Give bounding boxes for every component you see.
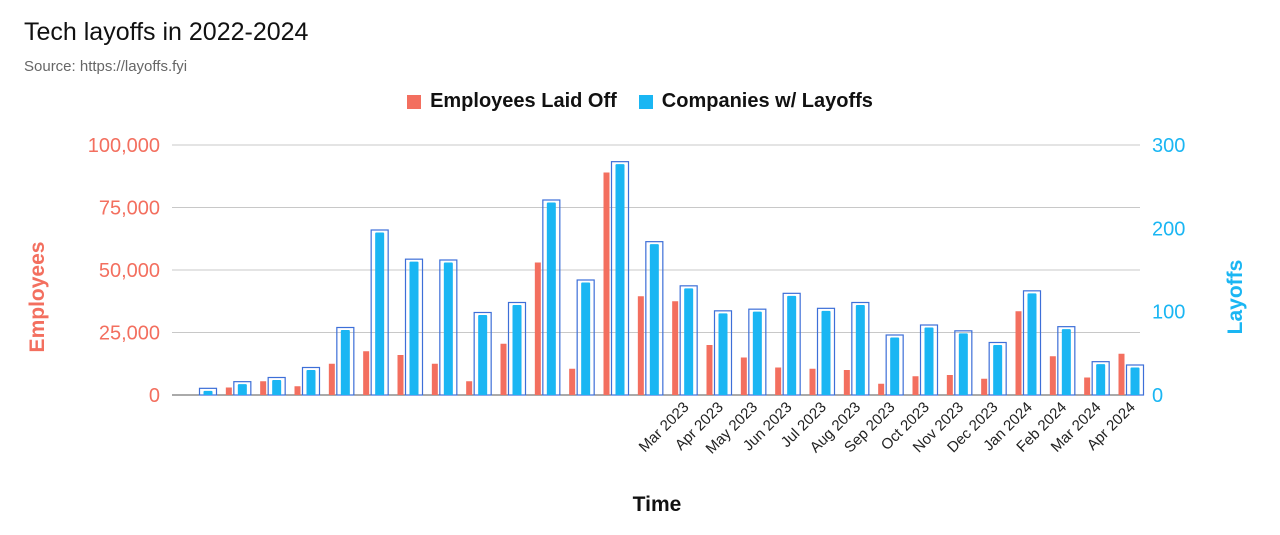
bar-employees[interactable]: [912, 376, 919, 395]
bar-employees[interactable]: [363, 351, 370, 395]
bar-companies[interactable]: [203, 390, 213, 395]
bar-employees[interactable]: [706, 345, 713, 395]
bar-companies[interactable]: [924, 327, 934, 396]
y-tick-left: 100,000: [88, 135, 160, 157]
bar-employees[interactable]: [672, 301, 679, 395]
bar-companies[interactable]: [1027, 293, 1037, 395]
bar-companies[interactable]: [581, 282, 591, 396]
bar-companies[interactable]: [237, 384, 247, 395]
bar-employees[interactable]: [1084, 377, 1091, 396]
bar-companies[interactable]: [890, 337, 900, 396]
bar-employees[interactable]: [603, 172, 610, 396]
bar-companies[interactable]: [478, 315, 488, 395]
y-tick-left: 25,000: [99, 323, 160, 345]
bars: [198, 161, 1145, 396]
bar-companies[interactable]: [1096, 364, 1106, 395]
bar-employees[interactable]: [981, 378, 988, 395]
bar-companies[interactable]: [958, 333, 968, 395]
bar-companies[interactable]: [306, 370, 316, 395]
bar-employees[interactable]: [225, 387, 232, 396]
bar-companies[interactable]: [752, 311, 762, 395]
bar-employees[interactable]: [878, 383, 885, 395]
y-tick-left: 75,000: [99, 198, 160, 220]
legend-label-companies: Companies w/ Layoffs: [661, 90, 873, 112]
bar-companies[interactable]: [855, 305, 865, 395]
bar-employees[interactable]: [637, 296, 644, 395]
legend-item-employees[interactable]: Employees Laid Off: [407, 90, 617, 113]
bar-employees[interactable]: [775, 367, 782, 396]
legend-item-companies[interactable]: Companies w/ Layoffs: [638, 90, 873, 113]
bar-employees[interactable]: [1118, 353, 1125, 395]
bar-employees[interactable]: [1015, 311, 1022, 395]
x-axis-label: Time: [633, 493, 682, 516]
bar-employees[interactable]: [569, 368, 576, 395]
y-tick-right: 0: [1152, 385, 1163, 407]
bar-employees[interactable]: [466, 381, 473, 395]
bar-employees[interactable]: [500, 343, 507, 395]
legend-label-employees: Employees Laid Off: [430, 90, 617, 112]
bar-companies[interactable]: [787, 295, 797, 395]
chart-title: Tech layoffs in 2022-2024: [24, 18, 309, 46]
bar-employees[interactable]: [397, 355, 404, 395]
bar-companies[interactable]: [615, 164, 625, 395]
bar-employees[interactable]: [328, 363, 335, 395]
y-tick-right: 100: [1152, 302, 1185, 324]
bar-employees[interactable]: [260, 381, 267, 395]
chart-subtitle: Source: https://layoffs.fyi: [24, 58, 188, 75]
bar-companies[interactable]: [1130, 367, 1140, 396]
bar-employees[interactable]: [843, 370, 850, 395]
bar-companies[interactable]: [340, 330, 350, 395]
bar-companies[interactable]: [409, 261, 419, 395]
bar-employees[interactable]: [1049, 356, 1056, 395]
legend-swatch-companies: [638, 94, 653, 109]
y-tick-right: 200: [1152, 218, 1185, 240]
legend-swatch-employees: [407, 94, 422, 109]
bar-companies[interactable]: [272, 380, 282, 395]
bar-employees[interactable]: [809, 368, 816, 395]
bar-employees[interactable]: [534, 262, 541, 396]
bar-employees[interactable]: [946, 375, 953, 395]
y-tick-left: 0: [149, 385, 160, 407]
bar-companies[interactable]: [993, 345, 1003, 395]
y-tick-right: 300: [1152, 135, 1185, 157]
bar-companies[interactable]: [546, 202, 556, 396]
bar-companies[interactable]: [718, 313, 728, 395]
left-axis: 0 25,000 50,000 75,000 100,000: [88, 135, 160, 407]
bar-companies[interactable]: [821, 310, 831, 395]
bar-employees[interactable]: [431, 363, 438, 395]
bar-employees[interactable]: [294, 386, 301, 395]
y-tick-left: 50,000: [99, 260, 160, 282]
y-axis-label-left: Employees: [26, 242, 49, 353]
bar-companies[interactable]: [684, 288, 694, 395]
y-axis-label-right: Layoffs: [1224, 260, 1247, 335]
right-axis: 0 100 200 300: [1152, 135, 1185, 407]
bar-employees[interactable]: [740, 357, 747, 396]
bar-companies[interactable]: [375, 232, 385, 396]
bar-companies[interactable]: [1061, 329, 1071, 395]
chart-legend: Employees Laid Off Companies w/ Layoffs: [0, 90, 1280, 113]
bar-companies[interactable]: [512, 305, 522, 395]
bar-companies[interactable]: [443, 262, 453, 396]
bar-companies[interactable]: [649, 244, 659, 395]
